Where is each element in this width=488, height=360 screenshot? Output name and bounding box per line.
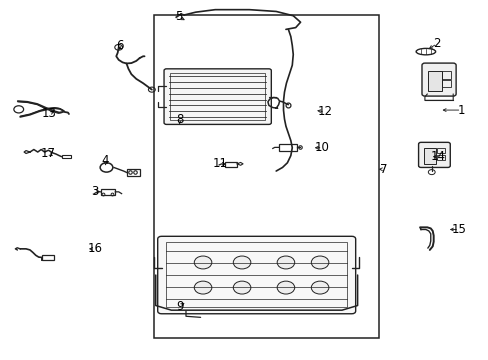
Circle shape (311, 281, 328, 294)
Text: 16: 16 (87, 242, 102, 255)
Text: 17: 17 (41, 147, 56, 159)
Text: 9: 9 (176, 300, 183, 313)
Text: 1: 1 (457, 104, 464, 117)
Text: 2: 2 (432, 37, 440, 50)
Bar (427, 71, 442, 91)
Bar (42, 255, 54, 260)
Text: 15: 15 (451, 223, 466, 236)
Text: 10: 10 (314, 141, 329, 154)
Text: 6: 6 (116, 39, 123, 52)
FancyBboxPatch shape (421, 63, 455, 96)
Circle shape (277, 256, 294, 269)
Bar (442, 80, 450, 87)
Text: 12: 12 (317, 105, 332, 118)
FancyBboxPatch shape (418, 142, 449, 167)
Text: 5: 5 (175, 10, 182, 23)
Bar (170, 73, 264, 121)
Bar (423, 148, 435, 163)
Circle shape (277, 281, 294, 294)
Circle shape (311, 256, 328, 269)
Text: 7: 7 (379, 163, 386, 176)
Circle shape (194, 281, 211, 294)
Circle shape (194, 256, 211, 269)
Bar (166, 242, 346, 307)
Bar (154, 15, 378, 338)
Bar (127, 168, 140, 176)
Text: 8: 8 (176, 113, 183, 126)
Text: 11: 11 (212, 157, 227, 170)
Text: 13: 13 (42, 107, 57, 120)
Bar (278, 144, 297, 150)
Text: 14: 14 (430, 150, 445, 163)
FancyBboxPatch shape (163, 69, 271, 125)
Bar (442, 71, 450, 79)
Bar (224, 162, 237, 167)
Text: 3: 3 (91, 185, 98, 198)
Bar (436, 148, 444, 153)
Bar (436, 155, 444, 160)
FancyBboxPatch shape (158, 236, 355, 314)
Bar (101, 189, 115, 195)
Text: 4: 4 (102, 154, 109, 167)
Circle shape (233, 256, 250, 269)
Circle shape (233, 281, 250, 294)
Bar (62, 155, 71, 158)
